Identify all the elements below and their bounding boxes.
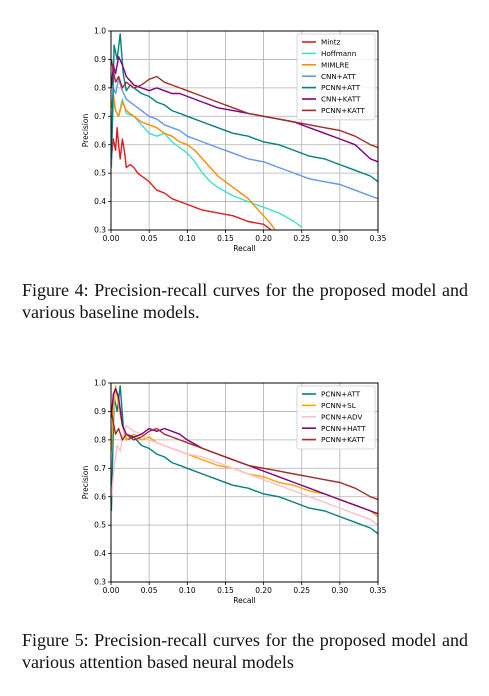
- fig4-series-mintz: [111, 126, 272, 230]
- fig4-xtick-label: 0.05: [141, 234, 158, 243]
- fig4-legend-label-mimlre: MIMLRE: [321, 60, 350, 69]
- fig5-xtick-label: 0.05: [141, 586, 158, 595]
- fig5-ytick-label: 0.9: [94, 407, 106, 416]
- fig4-ytick-label: 0.5: [94, 169, 106, 178]
- fig5-series-pcnn-katt: [111, 411, 378, 501]
- fig5-xtick-label: 0.25: [293, 586, 310, 595]
- fig5-legend-label-pcnn-adv: PCNN+ADV: [321, 412, 362, 421]
- fig4-legend: Mintz Hoffmann MIMLRE CNN+ATT PCNN+ATT CNN+KA…: [296, 33, 376, 121]
- figure-4-caption: Figure 4: Precision-recall curves for th…: [22, 280, 468, 322]
- fig5-ytick-label: 1.0: [94, 379, 106, 388]
- fig4-xtick-label: 0.25: [293, 234, 310, 243]
- fig5-legend-box: [296, 385, 376, 450]
- figure-5-chart: 0.00 0.05 0.10 0.15 0.20 0.25 0.30 0.35 0.3 0.4 0.…: [81, 379, 387, 605]
- fig4-legend-label-hoffmann: Hoffmann: [321, 49, 356, 58]
- fig4-ytick-label: 0.3: [94, 226, 106, 235]
- fig4-xtick-label: 0.35: [370, 234, 387, 243]
- fig4-xtick-label: 0.15: [217, 234, 234, 243]
- fig5-legend: PCNN+ATT PCNN+SL PCNN+ADV PCNN+HATT PCNN+KAT…: [296, 385, 376, 450]
- fig5-ytick-label: 0.7: [94, 464, 106, 473]
- fig5-xtick-label: 0.00: [103, 586, 120, 595]
- figure-5-caption: Figure 5: Precision-recall curves for th…: [22, 630, 468, 672]
- fig5-axes-frame: [110, 382, 379, 583]
- fig5-ytick-label: 0.4: [94, 549, 106, 558]
- fig4-xtick-label: 0.20: [255, 234, 272, 243]
- fig4-legend-box: [296, 33, 376, 121]
- fig5-xtick-label: 0.30: [332, 586, 349, 595]
- fig5-legend-label-pcnn-hatt: PCNN+HATT: [321, 424, 366, 433]
- fig4-series-group: [111, 33, 378, 230]
- fig5-legend-label-pcnn-sl: PCNN+SL: [321, 401, 356, 410]
- figure-4-chart: 0.00 0.05 0.10 0.15 0.20 0.25 0.30 0.35 0.3 0.4 0.…: [81, 27, 387, 253]
- fig4-ytick-label: 1.0: [94, 27, 106, 36]
- fig4-ytick-label: 0.8: [94, 83, 106, 92]
- fig4-legend-label-pcnn-katt: PCNN+KATT: [321, 106, 365, 115]
- fig5-xtick-label: 0.20: [255, 586, 272, 595]
- fig4-legend-label-pcnn-att: PCNN+ATT: [321, 83, 361, 92]
- fig4-ytick-label: 0.6: [94, 140, 106, 149]
- fig4-series-mimlre: [111, 92, 276, 230]
- fig5-ytick-label: 0.5: [94, 521, 106, 530]
- fig4-xtick-label: 0.00: [103, 234, 120, 243]
- fig5-ytick-label: 0.8: [94, 435, 106, 444]
- fig5-ytick-label: 0.3: [94, 578, 106, 587]
- fig4-ylabel: Precision: [81, 114, 90, 148]
- fig4-series-cnn-katt: [111, 55, 378, 163]
- fig5-series-group: [111, 385, 378, 535]
- fig4-xtick-label: 0.10: [179, 234, 196, 243]
- fig5-xtick-label: 0.35: [370, 586, 387, 595]
- fig4-series-pcnn-att: [111, 33, 378, 183]
- fig5-ylabel: Precision: [81, 466, 90, 500]
- fig4-series-pcnn-katt: [111, 59, 378, 149]
- fig4-legend-label-cnn-att: CNN+ATT: [321, 72, 356, 81]
- fig4-xtick-label: 0.30: [332, 234, 349, 243]
- fig4-series-cnn-att: [111, 78, 378, 200]
- fig4-xlabel: Recall: [233, 244, 255, 253]
- fig5-legend-label-pcnn-katt: PCNN+KATT: [321, 435, 365, 444]
- fig5-legend-label-pcnn-att: PCNN+ATT: [321, 390, 361, 399]
- fig4-ytick-label: 0.7: [94, 112, 106, 121]
- fig5-ytick-label: 0.6: [94, 492, 106, 501]
- fig5-xtick-label: 0.10: [179, 586, 196, 595]
- fig4-ytick-label: 0.4: [94, 197, 106, 206]
- fig5-xlabel: Recall: [233, 596, 255, 605]
- fig5-xtick-label: 0.15: [217, 586, 234, 595]
- fig4-axes-frame: [110, 30, 379, 231]
- fig4-legend-label-cnn-katt: CNN+KATT: [321, 95, 361, 104]
- fig4-ytick-label: 0.9: [94, 55, 106, 64]
- fig4-legend-label-mintz: Mintz: [321, 38, 341, 47]
- fig5-series-pcnn-hatt: [111, 388, 378, 515]
